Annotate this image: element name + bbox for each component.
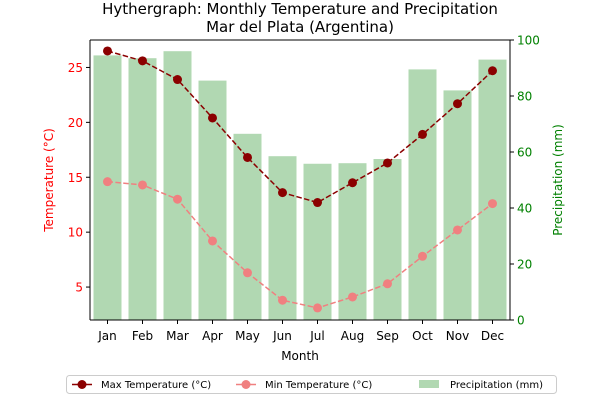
min-temperature-point-jul bbox=[313, 303, 322, 313]
right-y-tick-label: 60 bbox=[517, 146, 532, 160]
x-tick-label-apr: Apr bbox=[202, 329, 223, 343]
chart-title-line-2: Mar del Plata (Argentina) bbox=[206, 18, 394, 36]
x-tick-label-feb: Feb bbox=[132, 329, 153, 343]
min-temperature-point-may bbox=[243, 268, 252, 278]
min-temperature-point-apr bbox=[208, 236, 217, 246]
left-y-tick-label: 25 bbox=[68, 61, 83, 75]
legend-min-temperature-swatch-marker bbox=[241, 380, 251, 389]
max-temperature-point-sep bbox=[383, 158, 392, 168]
min-temperature-point-mar bbox=[173, 194, 182, 204]
precipitation-bar-mar bbox=[163, 51, 192, 320]
right-y-tick-label: 80 bbox=[517, 90, 532, 104]
min-temperature-point-nov bbox=[453, 225, 462, 235]
left-y-tick-label: 20 bbox=[68, 116, 83, 130]
x-tick-label-dec: Dec bbox=[481, 329, 504, 343]
x-tick-label-may: May bbox=[235, 329, 260, 343]
temperature-lines bbox=[103, 46, 497, 313]
left-y-axis-label: Temperature (°C) bbox=[42, 128, 56, 233]
max-temperature-point-nov bbox=[453, 99, 462, 109]
max-temperature-point-jan bbox=[103, 46, 112, 56]
min-temperature-point-jan bbox=[103, 177, 112, 187]
x-tick-label-jan: Jan bbox=[97, 329, 117, 343]
precipitation-bar-sep bbox=[373, 159, 402, 320]
x-tick-label-jun: Jun bbox=[272, 329, 292, 343]
min-temperature-point-sep bbox=[383, 279, 392, 289]
precipitation-bars bbox=[93, 51, 507, 321]
right-y-tick-label: 40 bbox=[517, 202, 532, 216]
precipitation-bar-jun bbox=[268, 156, 297, 320]
legend-max-temperature-label: Max Temperature (°C) bbox=[101, 380, 211, 391]
max-temperature-point-jul bbox=[313, 198, 322, 208]
min-temperature-point-aug bbox=[348, 292, 357, 302]
min-temperature-point-oct bbox=[418, 251, 427, 261]
x-tick-label-aug: Aug bbox=[341, 329, 364, 343]
legend-precipitation-label: Precipitation (mm) bbox=[450, 380, 543, 391]
right-y-axis-label: Precipitation (mm) bbox=[551, 124, 565, 236]
right-y-tick-label: 20 bbox=[517, 258, 532, 272]
right-y-tick-label: 0 bbox=[517, 314, 525, 328]
x-tick-label-jul: Jul bbox=[309, 329, 324, 343]
right-y-axis-ticks: 0 20 40 60 80 100 bbox=[510, 34, 540, 328]
max-temperature-point-dec bbox=[488, 66, 497, 76]
x-tick-label-oct: Oct bbox=[412, 329, 433, 343]
precipitation-bar-jan bbox=[93, 55, 122, 321]
chart-title-line-1: Hythergraph: Monthly Temperature and Pre… bbox=[102, 0, 498, 18]
max-temperature-point-jun bbox=[278, 188, 287, 198]
precipitation-bar-nov bbox=[443, 90, 472, 321]
plot-axes bbox=[89, 39, 511, 321]
legend-precipitation-swatch bbox=[419, 380, 439, 388]
precipitation-bar-may bbox=[233, 133, 262, 320]
left-y-tick-label: 15 bbox=[68, 171, 83, 185]
left-y-axis-ticks: 5 10 15 20 25 bbox=[68, 61, 90, 295]
x-axis-ticks: Jan Feb Mar Apr May Jun Jul Aug Sep Oct Nov Dec bbox=[97, 320, 504, 343]
chart-legend: Max Temperature (°C) Min Temperature (°C)… bbox=[66, 375, 557, 394]
min-temperature-line bbox=[107, 180, 493, 309]
min-temperature-point-jun bbox=[278, 295, 287, 305]
max-temperature-line bbox=[107, 50, 494, 204]
axis-labels: Month Temperature (°C) Precipitation (mm) bbox=[42, 124, 565, 363]
max-temperature-point-aug bbox=[348, 178, 357, 188]
min-temperature-point-dec bbox=[488, 199, 497, 209]
precipitation-bar-jul bbox=[303, 163, 332, 320]
right-y-tick-label: 100 bbox=[517, 34, 540, 48]
min-temperature-point-feb bbox=[138, 180, 147, 190]
max-temperature-point-may bbox=[243, 152, 252, 162]
left-y-tick-label: 5 bbox=[75, 281, 83, 295]
x-tick-label-sep: Sep bbox=[376, 329, 399, 343]
precipitation-bar-dec bbox=[478, 59, 507, 320]
x-tick-label-mar: Mar bbox=[166, 329, 189, 343]
max-temperature-point-mar bbox=[173, 75, 182, 85]
left-y-tick-label: 10 bbox=[68, 226, 83, 240]
max-temperature-point-oct bbox=[418, 129, 427, 139]
max-temperature-point-apr bbox=[208, 113, 217, 123]
chart-title: Hythergraph: Monthly Temperature and Pre… bbox=[102, 0, 498, 36]
precipitation-bar-oct bbox=[408, 69, 437, 321]
legend-min-temperature-label: Min Temperature (°C) bbox=[265, 380, 372, 391]
legend-max-temperature-swatch-marker bbox=[77, 380, 87, 389]
x-axis-label: Month bbox=[281, 349, 319, 363]
x-tick-label-nov: Nov bbox=[446, 329, 469, 343]
max-temperature-point-feb bbox=[138, 56, 147, 66]
